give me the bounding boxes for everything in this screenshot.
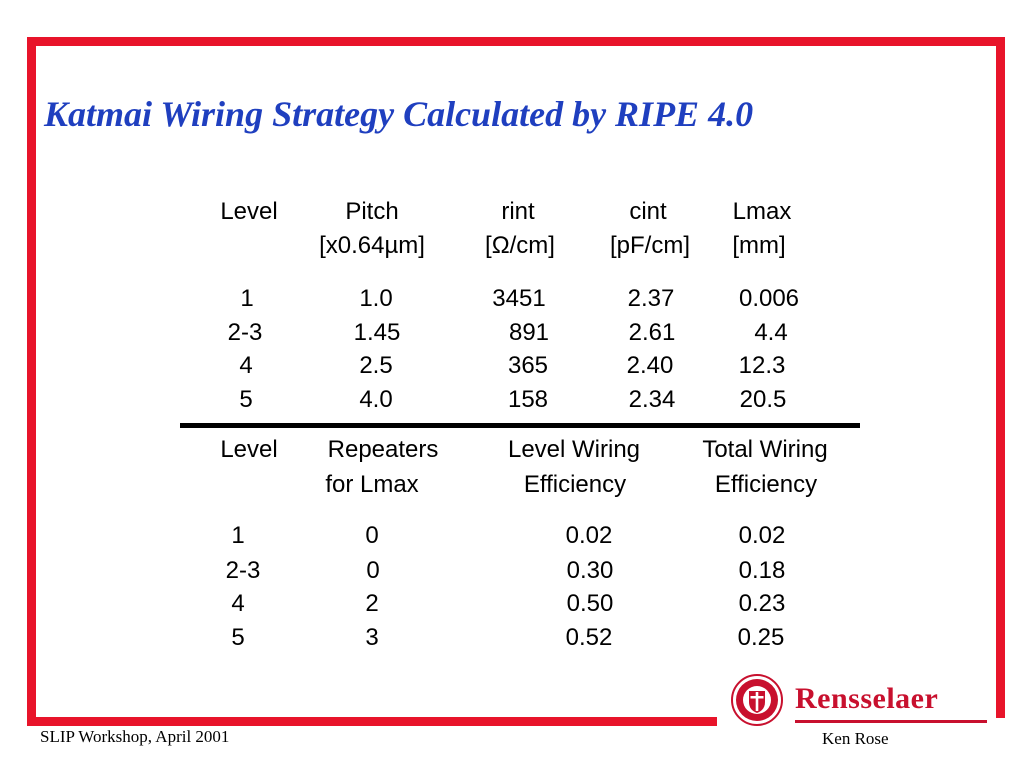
t1-header-cint-unit: [pF/cm] xyxy=(609,232,691,259)
t1-header-rint-unit: [Ω/cm] xyxy=(485,232,555,259)
rensselaer-seal-icon xyxy=(731,674,783,726)
t1-header-pitch: Pitch xyxy=(345,198,399,225)
footer-author: Ken Rose xyxy=(822,729,889,748)
t2-cell: 0.02 xyxy=(565,522,613,549)
t1-cell: 12.3 xyxy=(738,352,786,379)
t2-cell: 5 xyxy=(231,624,245,651)
t2-cell: 0.30 xyxy=(566,557,614,584)
t1-header-cint: cint xyxy=(629,198,667,225)
t2-cell: 1 xyxy=(231,522,245,549)
t2-cell: 2 xyxy=(365,590,379,617)
t1-cell: 3451 xyxy=(492,285,546,312)
slide-frame-bottom xyxy=(27,717,717,726)
t1-cell: 4 xyxy=(239,352,253,379)
t1-cell: 2.5 xyxy=(359,352,393,379)
t1-cell: 4.0 xyxy=(359,386,393,413)
t1-header-lmax-unit: [mm] xyxy=(732,232,786,259)
slide-title: Katmai Wiring Strategy Calculated by RIP… xyxy=(44,94,754,134)
t2-cell: 0.52 xyxy=(565,624,613,651)
rensselaer-wordmark: Rensselaer xyxy=(795,682,939,715)
t2-cell: 0.50 xyxy=(566,590,614,617)
t1-cell: 2-3 xyxy=(227,319,263,346)
footer-event: SLIP Workshop, April 2001 xyxy=(40,727,230,746)
t2-cell: 0.02 xyxy=(738,522,786,549)
t1-header-level: Level xyxy=(220,198,278,225)
t1-cell: 0.006 xyxy=(738,285,800,312)
rensselaer-logo: Rensselaer xyxy=(731,674,987,728)
wordmark-underline xyxy=(795,720,987,723)
t2-cell: 0.18 xyxy=(738,557,786,584)
t1-cell: 1.0 xyxy=(359,285,393,312)
t1-cell: 1 xyxy=(240,285,254,312)
t1-cell: 20.5 xyxy=(739,386,787,413)
t1-cell: 2.61 xyxy=(628,319,676,346)
t2-header-total-wiring: Total Wiring xyxy=(702,436,828,463)
t1-cell: 1.45 xyxy=(353,319,401,346)
slide-frame xyxy=(27,37,1005,718)
t2-cell: 0 xyxy=(365,522,379,549)
t2-header-level-wiring-sub: Efficiency xyxy=(523,471,627,498)
t1-cell: 2.40 xyxy=(626,352,674,379)
t2-cell: 0.25 xyxy=(737,624,785,651)
t2-header-level: Level xyxy=(220,436,278,463)
t2-header-total-wiring-sub: Efficiency xyxy=(714,471,818,498)
t1-cell: 2.37 xyxy=(627,285,675,312)
t2-cell: 3 xyxy=(365,624,379,651)
t1-cell: 158 xyxy=(507,386,549,413)
table-divider xyxy=(180,423,860,428)
t2-cell: 2-3 xyxy=(225,557,261,584)
t1-cell: 5 xyxy=(239,386,253,413)
t2-cell: 0.23 xyxy=(738,590,786,617)
t2-cell: 4 xyxy=(231,590,245,617)
t1-cell: 365 xyxy=(507,352,549,379)
t1-header-lmax: Lmax xyxy=(732,198,792,225)
t2-header-level-wiring: Level Wiring xyxy=(507,436,641,463)
t2-header-repeaters: Repeaters xyxy=(327,436,439,463)
t1-cell: 4.4 xyxy=(754,319,788,346)
t2-header-repeaters-sub: for Lmax xyxy=(325,471,419,498)
t1-header-rint: rint xyxy=(501,198,535,225)
t1-header-pitch-unit: [x0.64µm] xyxy=(319,232,425,259)
t1-cell: 891 xyxy=(508,319,550,346)
t2-cell: 0 xyxy=(366,557,380,584)
t1-cell: 2.34 xyxy=(628,386,676,413)
